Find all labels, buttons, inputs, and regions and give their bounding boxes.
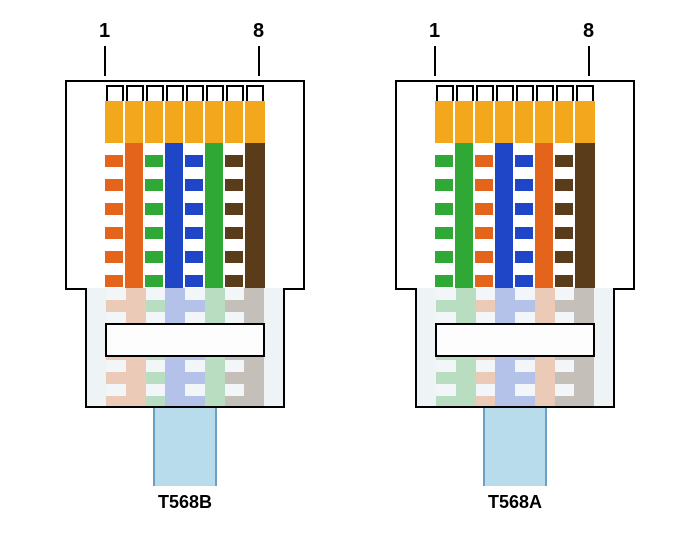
wire-solid: [245, 143, 265, 292]
wire-3: [475, 143, 495, 292]
plug-tooth: [126, 85, 144, 101]
connector-caption: T568A: [385, 492, 645, 513]
plug-tooth: [496, 85, 514, 101]
gold-contact: [435, 101, 455, 143]
gold-contacts: [435, 101, 595, 143]
wire-striped: [225, 143, 243, 292]
wire-striped: [555, 143, 573, 292]
wire-solid: [125, 143, 143, 292]
pin-tick: [258, 46, 260, 76]
gold-contact: [515, 101, 535, 143]
wire-striped: [105, 143, 123, 292]
plug-tooth: [516, 85, 534, 101]
wire-6: [535, 143, 555, 292]
plug-tooth: [186, 85, 204, 101]
plug-tooth: [436, 85, 454, 101]
wire-solid: [205, 143, 223, 292]
gold-contact: [475, 101, 495, 143]
plug-tooth: [206, 85, 224, 101]
gold-contact: [455, 101, 475, 143]
connector-caption: T568B: [55, 492, 315, 513]
wire-solid: [575, 143, 595, 292]
gold-contact: [145, 101, 165, 143]
cable-jacket: [483, 406, 547, 486]
wire-1: [435, 143, 455, 292]
plug-tooth: [146, 85, 164, 101]
plug-body-top: [65, 80, 305, 290]
plug-teeth: [436, 85, 594, 101]
pin-tick: [434, 46, 436, 76]
wire-striped: [515, 143, 533, 292]
wire-7: [555, 143, 575, 292]
gold-contact: [205, 101, 225, 143]
rj45-plug: [65, 80, 305, 486]
wire-5: [515, 143, 535, 292]
wire-solid: [455, 143, 473, 292]
gold-contact: [165, 101, 185, 143]
wire-4: [495, 143, 515, 292]
wire-6: [205, 143, 225, 292]
pin-number-row: 18: [55, 30, 315, 80]
plug-tooth: [226, 85, 244, 101]
connector-t568a: 18 T568A: [385, 30, 645, 513]
wire-striped: [185, 143, 203, 292]
wire-solid: [495, 143, 513, 292]
wire-5: [185, 143, 205, 292]
gold-contact: [535, 101, 555, 143]
plug-tooth: [556, 85, 574, 101]
wire-striped: [475, 143, 493, 292]
plug-tooth: [576, 85, 594, 101]
wire-8: [245, 143, 265, 292]
plug-teeth: [106, 85, 264, 101]
wire-4: [165, 143, 185, 292]
rj45-plug: [395, 80, 635, 486]
plug-body-bottom: [85, 288, 285, 408]
wire-solid: [165, 143, 183, 292]
gold-contact: [225, 101, 245, 143]
wire-8: [575, 143, 595, 292]
gold-contact: [125, 101, 145, 143]
wire-striped: [145, 143, 163, 292]
wire-row: [105, 143, 265, 292]
diagram-container: 18T568B18T568A: [0, 0, 700, 513]
plug-tooth: [246, 85, 264, 101]
retention-clip-window: [435, 323, 595, 357]
retention-clip-window: [105, 323, 265, 357]
gold-contact: [555, 101, 575, 143]
wire-7: [225, 143, 245, 292]
pin-label-8: 8: [583, 20, 594, 43]
plug-tooth: [456, 85, 474, 101]
plug-tooth: [106, 85, 124, 101]
connector-t568b: 18 T568B: [55, 30, 315, 513]
cable-jacket: [153, 406, 217, 486]
plug-body-bottom: [415, 288, 615, 408]
pin-label-1: 1: [429, 20, 440, 43]
pin-label-8: 8: [253, 20, 264, 43]
plug-tooth: [536, 85, 554, 101]
gold-contact: [245, 101, 265, 143]
wire-2: [455, 143, 475, 292]
gold-contacts: [105, 101, 265, 143]
wire-3: [145, 143, 165, 292]
wire-1: [105, 143, 125, 292]
wire-solid: [535, 143, 553, 292]
gold-contact: [575, 101, 595, 143]
plug-tooth: [476, 85, 494, 101]
pin-tick: [588, 46, 590, 76]
gold-contact: [495, 101, 515, 143]
gold-contact: [185, 101, 205, 143]
wire-2: [125, 143, 145, 292]
plug-body-top: [395, 80, 635, 290]
wire-row: [435, 143, 595, 292]
plug-tooth: [166, 85, 184, 101]
wire-striped: [435, 143, 453, 292]
pin-number-row: 18: [385, 30, 645, 80]
pin-tick: [104, 46, 106, 76]
pin-label-1: 1: [99, 20, 110, 43]
gold-contact: [105, 101, 125, 143]
